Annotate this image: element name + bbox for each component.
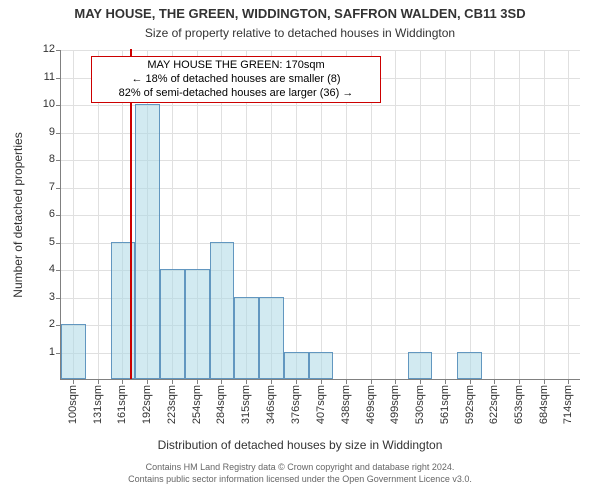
x-tick-label: 622sqm — [488, 385, 500, 424]
grid-line-v — [470, 50, 471, 379]
x-tick-label: 100sqm — [67, 385, 79, 424]
x-tick — [494, 379, 495, 384]
y-tick — [56, 105, 61, 106]
chart-frame: MAY HOUSE, THE GREEN, WIDDINGTON, SAFFRO… — [0, 0, 600, 500]
histogram-bar — [284, 352, 309, 380]
x-tick-label: 499sqm — [389, 385, 401, 424]
x-tick-label: 254sqm — [191, 385, 203, 424]
histogram-bar — [135, 104, 160, 379]
x-tick — [73, 379, 74, 384]
histogram-bar — [160, 269, 185, 379]
annotation-line-3: 82% of semi-detached houses are larger (… — [96, 87, 376, 101]
y-tick-label: 1 — [49, 346, 55, 358]
x-tick — [271, 379, 272, 384]
reference-annotation: MAY HOUSE THE GREEN: 170sqm ← 18% of det… — [91, 56, 381, 103]
y-tick — [56, 50, 61, 51]
x-tick-label: 407sqm — [315, 385, 327, 424]
histogram-bar — [111, 242, 136, 380]
x-tick — [346, 379, 347, 384]
y-tick-label: 2 — [49, 318, 55, 330]
x-tick — [519, 379, 520, 384]
x-tick-label: 530sqm — [414, 385, 426, 424]
annotation-line-1: MAY HOUSE THE GREEN: 170sqm — [96, 59, 376, 73]
y-tick — [56, 243, 61, 244]
x-tick — [321, 379, 322, 384]
y-tick-label: 11 — [44, 71, 55, 83]
histogram-bar — [309, 352, 334, 380]
histogram-bar — [61, 324, 86, 379]
x-tick — [246, 379, 247, 384]
y-tick — [56, 215, 61, 216]
x-tick-label: 284sqm — [215, 385, 227, 424]
y-axis-title: Number of detached properties — [11, 132, 25, 297]
footer-line-2: Contains public sector information licen… — [0, 474, 600, 484]
x-tick — [544, 379, 545, 384]
annotation-line-2: ← 18% of detached houses are smaller (8) — [96, 73, 376, 87]
x-tick — [221, 379, 222, 384]
histogram-bar — [259, 297, 284, 380]
x-tick — [147, 379, 148, 384]
histogram-bar — [408, 352, 433, 380]
x-tick — [420, 379, 421, 384]
grid-line-v — [568, 50, 569, 379]
x-tick-label: 131sqm — [92, 385, 104, 424]
x-tick-label: 315sqm — [240, 385, 252, 424]
x-tick-label: 346sqm — [265, 385, 277, 424]
x-tick — [98, 379, 99, 384]
y-tick-label: 5 — [49, 236, 55, 248]
x-tick — [395, 379, 396, 384]
x-tick-label: 438sqm — [340, 385, 352, 424]
y-tick-label: 4 — [49, 263, 55, 275]
chart-subtitle: Size of property relative to detached ho… — [0, 26, 600, 40]
x-tick — [296, 379, 297, 384]
grid-line-v — [420, 50, 421, 379]
y-tick-label: 12 — [43, 43, 55, 55]
x-tick — [371, 379, 372, 384]
histogram-bar — [185, 269, 210, 379]
x-tick — [470, 379, 471, 384]
y-tick — [56, 298, 61, 299]
x-tick-label: 161sqm — [116, 385, 128, 424]
x-tick — [568, 379, 569, 384]
y-tick — [56, 188, 61, 189]
chart-title: MAY HOUSE, THE GREEN, WIDDINGTON, SAFFRO… — [0, 6, 600, 21]
x-tick-label: 684sqm — [538, 385, 550, 424]
y-tick-label: 7 — [49, 181, 55, 193]
x-tick-label: 376sqm — [290, 385, 302, 424]
y-tick-label: 6 — [49, 208, 55, 220]
x-tick — [122, 379, 123, 384]
y-tick-label: 10 — [43, 98, 55, 110]
grid-line-v — [445, 50, 446, 379]
grid-line-v — [519, 50, 520, 379]
histogram-bar — [234, 297, 259, 380]
grid-line-v — [395, 50, 396, 379]
x-tick — [172, 379, 173, 384]
footer-line-1: Contains HM Land Registry data © Crown c… — [0, 462, 600, 472]
grid-line-v — [544, 50, 545, 379]
x-tick-label: 223sqm — [166, 385, 178, 424]
x-tick-label: 653sqm — [513, 385, 525, 424]
histogram-bar — [210, 242, 235, 380]
x-tick — [445, 379, 446, 384]
x-tick-label: 561sqm — [439, 385, 451, 424]
y-tick — [56, 78, 61, 79]
x-tick-label: 714sqm — [562, 385, 574, 424]
y-tick-label: 3 — [49, 291, 55, 303]
x-tick-label: 192sqm — [141, 385, 153, 424]
x-tick-label: 469sqm — [365, 385, 377, 424]
y-tick — [56, 133, 61, 134]
y-tick — [56, 270, 61, 271]
y-tick — [56, 160, 61, 161]
grid-line-v — [494, 50, 495, 379]
histogram-bar — [457, 352, 482, 380]
x-tick-label: 592sqm — [464, 385, 476, 424]
y-tick-label: 9 — [49, 126, 55, 138]
x-axis-title: Distribution of detached houses by size … — [0, 438, 600, 452]
y-tick-label: 8 — [49, 153, 55, 165]
x-tick — [197, 379, 198, 384]
plot-area: 123456789101112100sqm131sqm161sqm192sqm2… — [60, 50, 580, 380]
